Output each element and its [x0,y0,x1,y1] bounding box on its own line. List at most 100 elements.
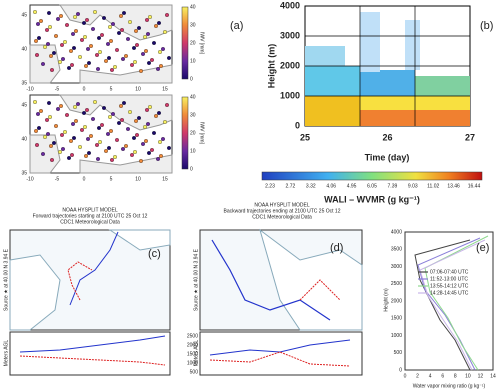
station-dot [135,133,139,137]
x-tick-label: 15 [162,176,168,182]
station-dot [163,30,167,34]
station-dot [108,25,112,29]
station-dot [122,101,126,105]
y-tick-label: 2000 [280,60,300,70]
station-dot [41,62,45,66]
legend-entry: 07:06-07:40 UTC [430,269,469,275]
station-dot [150,148,154,152]
station-dot [60,133,64,137]
station-dot [39,109,43,113]
y-tick-label: 3000 [391,264,402,270]
station-dot [163,120,167,124]
station-dot [111,112,115,116]
station-dot [63,40,67,44]
station-dot [121,57,125,61]
station-dot [147,61,151,65]
panel-label: (e) [476,242,489,254]
station-dot [37,36,41,40]
y-tick-label: 45 [21,102,27,108]
colorbar-tick-label: 3.32 [306,183,316,189]
station-dot [76,12,80,16]
colorbar-tick-label: 6.05 [367,183,377,189]
station-dot [156,67,160,71]
station-dot [86,137,90,141]
y-tick-label: 4000 [391,229,402,235]
station-dot [161,47,165,51]
station-dot [91,27,95,31]
y-axis-label: Height (m) [383,288,389,312]
colorbar-a-bottom [181,96,189,170]
station-dot [83,35,87,39]
colorbar-tick-label: 30 [190,112,196,118]
station-dot [152,131,156,135]
station-dot [50,68,54,72]
station-dot [97,36,101,40]
station-dot [161,137,165,141]
y-axis-label: Meters AGL [3,340,9,367]
station-dot [159,154,163,158]
station-dot [85,108,89,112]
station-dot [104,149,108,153]
station-dot [124,144,128,148]
x-tick-label: 5 [110,176,113,182]
colorbar-label: IWV [mm] [199,122,205,145]
station-dot [49,54,53,58]
station-dot [36,112,40,116]
station-dot [58,60,62,64]
x-tick-label: 25 [300,132,310,142]
panel-label: (d) [330,242,343,254]
station-dot [46,132,50,136]
y-tick-label: 2000 [187,342,198,348]
station-dot [167,56,171,60]
station-dot [144,139,148,143]
station-dot [84,64,88,68]
station-dot [143,125,147,129]
colorbar-tick-label: 0 [190,166,193,172]
station-dot [33,100,37,104]
station-dot [156,157,160,161]
station-dot [165,13,169,17]
station-dot [73,15,77,19]
x-tick-label: -5 [55,86,60,92]
station-dot [50,158,54,162]
x-tick-label: 27 [465,132,475,142]
station-dot [83,125,87,129]
station-dot [122,11,126,15]
station-dot [102,16,106,20]
station-dot [35,143,39,147]
colorbar-tick-label: 4.95 [347,183,357,189]
station-dot [130,63,134,67]
station-dot [109,39,113,43]
station-dot [95,53,99,57]
station-dot [154,114,158,118]
station-dot [107,56,111,60]
colorbar-tick-label: 10 [190,148,196,154]
panel-c-frame [9,229,171,376]
station-dot [89,44,93,48]
y-tick-label: 0 [399,367,402,373]
y-tick-label: 0 [295,120,300,130]
station-dot [96,157,100,161]
station-dot [63,130,67,134]
station-dot [54,34,58,38]
station-dot [158,140,162,144]
station-dot [70,63,74,67]
station-dot [128,110,132,114]
station-dot [78,55,82,59]
colorbar-label: IWV [mm] [199,32,205,55]
station-dot [98,50,102,54]
y-tick-label: 1000 [187,360,198,366]
station-dot [165,103,169,107]
station-dot [47,101,51,105]
station-dot [141,52,145,56]
station-dot [65,113,69,117]
panel-label: (b) [480,20,493,32]
station-dot [59,14,63,18]
station-dot [61,57,65,61]
station-dot [102,106,106,110]
colorbar-tick-label: 16.44 [468,183,481,189]
panel-d-frame [199,228,363,376]
colorbar-tick-label: 9.03 [408,183,418,189]
station-dot [128,20,132,24]
station-dot [117,121,121,125]
